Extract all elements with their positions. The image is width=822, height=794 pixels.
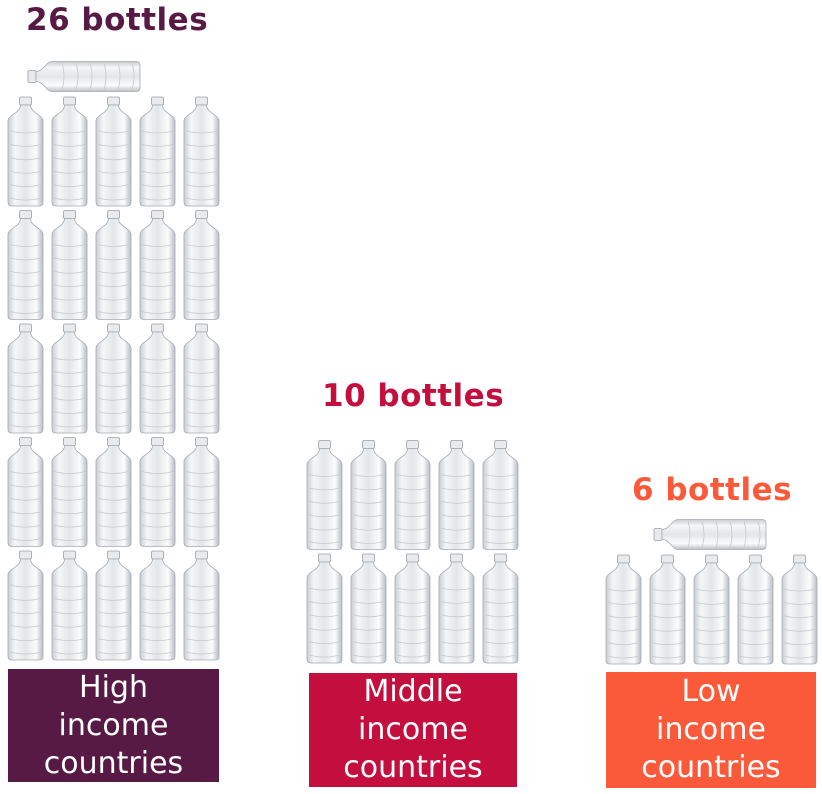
bottle-icon — [51, 96, 88, 207]
bottle-icon — [306, 553, 343, 664]
bottle-icon — [95, 437, 132, 547]
bottle-icon — [183, 96, 220, 207]
bottle-icon — [781, 554, 818, 665]
category-label-low: Low income countries — [606, 672, 816, 788]
bottle-icon — [95, 96, 132, 207]
bottle-group-high — [7, 61, 220, 661]
bottle-icon — [350, 440, 387, 550]
bottle-icon — [438, 440, 475, 550]
bottle-icon — [183, 210, 220, 320]
bottle-icon — [95, 210, 132, 320]
category-line: countries — [43, 745, 184, 781]
bottle-icon — [51, 323, 88, 434]
bottle-icon — [95, 323, 132, 434]
bottle-icon — [7, 210, 44, 320]
bottle-icon — [693, 554, 730, 665]
bottle-icon — [350, 553, 387, 664]
bottle-icon — [139, 96, 176, 207]
bottle-icon — [737, 554, 774, 665]
value-label-middle: 10 bottles — [322, 378, 505, 414]
bottle-icon — [183, 437, 220, 547]
bottle-icon — [605, 554, 642, 665]
bottle-icon — [183, 323, 220, 434]
bottle-icon — [51, 210, 88, 320]
category-line: income — [656, 712, 766, 747]
bottle-icon — [438, 553, 475, 664]
category-line: income — [58, 707, 169, 743]
bottle-icon — [482, 440, 519, 550]
bottle-icon — [649, 554, 686, 665]
bottle-icon — [139, 323, 176, 434]
bottle-icon — [51, 437, 88, 547]
bottle-icon — [394, 440, 431, 550]
category-line: Low — [681, 674, 741, 709]
bottle-icon — [653, 519, 767, 550]
bottle-icon — [139, 550, 176, 661]
bottle-icon — [394, 553, 431, 664]
category-label-middle: Middle income countries — [309, 673, 517, 787]
category-line: High — [79, 669, 148, 705]
category-line: countries — [641, 750, 781, 785]
value-label-low: 6 bottles — [632, 472, 793, 508]
bottle-icon — [95, 550, 132, 661]
bottle-icon — [51, 550, 88, 661]
bottle-icon — [139, 437, 176, 547]
bottle-icon — [482, 553, 519, 664]
bottle-icon — [7, 437, 44, 547]
bottle-icon — [306, 440, 343, 550]
bottle-icon — [7, 550, 44, 661]
category-line: Middle — [363, 674, 463, 709]
value-label-high: 26 bottles — [26, 2, 209, 38]
bottle-icon — [27, 61, 141, 92]
category-line: countries — [343, 750, 483, 785]
bottle-group-low — [605, 519, 818, 665]
bottle-group-middle — [306, 440, 519, 664]
category-line: income — [358, 712, 468, 747]
category-label-high: High income countries — [8, 669, 219, 782]
bottle-icon — [7, 323, 44, 434]
bottle-icon — [7, 96, 44, 207]
bottle-icon — [183, 550, 220, 661]
bottle-icon — [139, 210, 176, 320]
